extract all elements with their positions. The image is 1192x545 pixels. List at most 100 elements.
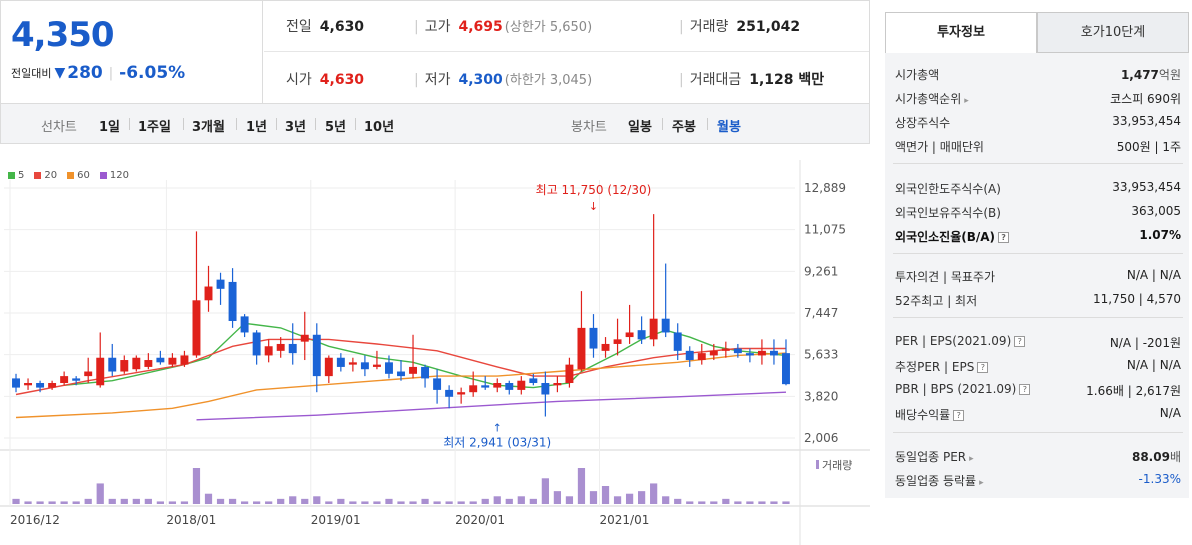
x-tick-label: 2018/01 xyxy=(166,513,216,527)
stats-panel: 전일 4,630 | 고가 4,695 (상한가 5,650) | 거래량 251,042 … xyxy=(264,1,869,103)
volume-bar xyxy=(577,468,586,504)
candle-body xyxy=(565,364,574,384)
candle-body xyxy=(192,300,201,356)
volume-bar xyxy=(301,498,309,504)
divider: | xyxy=(679,19,684,35)
candle-body xyxy=(120,360,129,372)
stat-open-value: 4,630 xyxy=(319,72,365,88)
info-key: 상장주식수 xyxy=(895,116,951,130)
info-key: 외국인보유주식수(B) xyxy=(895,206,1001,220)
section-divider xyxy=(893,432,1183,433)
divider xyxy=(662,118,663,130)
info-key: PER | EPS(2021.09)? xyxy=(895,334,1026,351)
stat-low-label: 저가 xyxy=(424,72,451,88)
max-annotation: 최고 11,750 (12/30) xyxy=(536,183,652,197)
volume-bar xyxy=(120,498,128,504)
info-value: -1.33% xyxy=(1138,472,1181,486)
change-label: 전일대비 xyxy=(11,67,52,80)
info-value: 33,953,454 xyxy=(1112,180,1181,194)
divider xyxy=(129,118,130,130)
period-1w[interactable]: 1주일 xyxy=(138,120,171,135)
candle-body xyxy=(637,330,646,340)
volume-bar xyxy=(746,501,754,504)
info-row: 외국인보유주식수(B) 363,005 xyxy=(895,204,1181,221)
candle-body xyxy=(745,353,754,356)
x-tick-label: 2019/01 xyxy=(311,513,361,527)
period-3y[interactable]: 3년 xyxy=(285,120,307,135)
info-tabs: 투자정보 호가10단계 xyxy=(885,12,1189,53)
info-value: N/A xyxy=(1159,406,1181,420)
candle-body xyxy=(264,346,273,356)
y-tick-label: 9,261 xyxy=(804,264,838,278)
info-key: 시가총액 xyxy=(895,68,940,82)
info-value: 33,953,454 xyxy=(1112,114,1181,128)
info-row[interactable]: 동일업종 등락률 ▸ -1.33% xyxy=(895,472,1181,489)
info-key: 액면가 | 매매단위 xyxy=(895,140,984,154)
candle-daily[interactable]: 일봉 xyxy=(628,120,652,135)
divider xyxy=(315,118,316,130)
info-row[interactable]: 배당수익률? N/A xyxy=(895,406,1181,423)
candle-body xyxy=(589,327,598,349)
help-icon[interactable]: ? xyxy=(977,362,989,373)
candle-weekly[interactable]: 주봉 xyxy=(672,120,696,135)
stat-volume-value: 251,042 xyxy=(736,19,801,35)
legend-label: 5 xyxy=(18,170,25,181)
info-row[interactable]: 동일업종 PER ▸ 88.09배 xyxy=(895,448,1181,465)
tab-investment-info[interactable]: 투자정보 xyxy=(885,12,1037,53)
candle-body xyxy=(384,362,393,374)
volume-bar xyxy=(674,498,682,504)
info-row[interactable]: 추정PER | EPS? N/A | N/A xyxy=(895,358,1181,375)
volume-bar xyxy=(253,501,261,504)
info-row[interactable]: 외국인소진율(B/A)? 1.07% xyxy=(895,228,1181,245)
info-row[interactable]: PBR | BPS (2021.09)? 1.66배 | 2,617원 xyxy=(895,382,1181,399)
candle-monthly[interactable]: 월봉 xyxy=(717,120,741,135)
period-1y[interactable]: 1년 xyxy=(246,120,268,135)
info-row[interactable]: PER | EPS(2021.09)? N/A | -201원 xyxy=(895,334,1181,351)
candle-body xyxy=(60,376,69,384)
candle-body xyxy=(228,281,237,321)
candle-body xyxy=(782,353,790,385)
stat-high-label: 고가 xyxy=(424,19,451,35)
candle-body xyxy=(721,348,730,351)
divider xyxy=(183,118,184,130)
info-key: PBR | BPS (2021.09)? xyxy=(895,382,1031,399)
ma-legend: 5 20 60 120 xyxy=(8,170,139,181)
chart-section: 4,350 전일대비 ▼ 280 | -6.05% 전일 4,630 | 고가 4,6… xyxy=(0,0,870,545)
info-value: 500원 | 1주 xyxy=(1116,140,1181,154)
info-key: 동일업종 등락률 ▸ xyxy=(895,474,984,488)
info-key: 52주최고 | 최저 xyxy=(895,294,978,308)
tab-order-book[interactable]: 호가10단계 xyxy=(1037,12,1189,53)
volume-bar xyxy=(469,501,477,504)
period-3m[interactable]: 3개월 xyxy=(192,120,225,135)
help-icon[interactable]: ? xyxy=(953,410,965,421)
period-5y[interactable]: 5년 xyxy=(325,120,347,135)
candle-body xyxy=(541,383,550,395)
chevron-right-icon[interactable]: ▸ xyxy=(979,478,984,488)
section-divider xyxy=(893,317,1183,318)
candle-body xyxy=(180,355,189,365)
help-icon[interactable]: ? xyxy=(1019,384,1031,395)
chevron-right-icon[interactable]: ▸ xyxy=(969,454,974,464)
candle-body xyxy=(769,350,778,356)
period-10y[interactable]: 10년 xyxy=(364,120,395,135)
candle-body xyxy=(108,357,117,372)
volume-bar xyxy=(325,501,333,504)
candle-body xyxy=(493,383,502,388)
period-bar: 선차트 1일 1주일 3개월 1년 3년 5년 10년 봉차트 일봉 주봉 월봉 xyxy=(0,104,870,144)
candlestick-chart[interactable]: 12,88911,0759,2617,4475,6333,8202,006201… xyxy=(0,160,870,545)
candle-body xyxy=(397,371,405,377)
info-unit: 억원 xyxy=(1158,68,1181,82)
info-key: 시가총액순위 ▸ xyxy=(895,92,969,106)
volume-bar xyxy=(481,498,489,504)
volume-bar xyxy=(337,498,345,504)
stat-amount-value: 1,128 백만 xyxy=(749,72,825,88)
chevron-right-icon[interactable]: ▸ xyxy=(964,96,969,106)
line-chart-label: 선차트 xyxy=(41,120,77,135)
divider xyxy=(355,118,356,130)
help-icon[interactable]: ? xyxy=(998,232,1010,243)
candle-body xyxy=(421,366,430,379)
help-icon[interactable]: ? xyxy=(1014,336,1026,347)
info-row[interactable]: 시가총액순위 ▸ 코스피 690위 xyxy=(895,90,1181,107)
period-1d[interactable]: 1일 xyxy=(99,120,121,135)
candle-body xyxy=(625,332,634,338)
